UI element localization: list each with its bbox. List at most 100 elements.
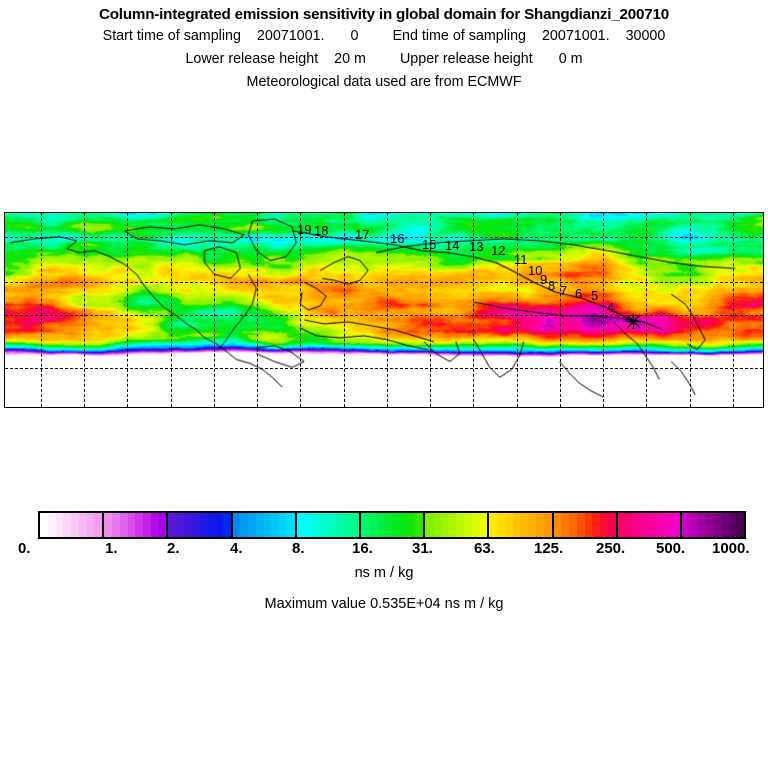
colorbar-band bbox=[71, 513, 79, 537]
colorbar-band bbox=[625, 513, 634, 537]
colorbar-band bbox=[399, 513, 408, 537]
end-time-value: 30000 bbox=[625, 28, 666, 44]
colorbar-tick: 0. bbox=[18, 540, 31, 557]
colorbar-band bbox=[464, 513, 472, 537]
trajectory-hour-label: 14 bbox=[445, 238, 460, 253]
end-time-label: End time of sampling bbox=[392, 28, 526, 44]
colorbar-band bbox=[232, 513, 241, 537]
colorbar-band bbox=[415, 513, 424, 537]
colorbar-segment bbox=[425, 513, 490, 537]
colorbar-band bbox=[553, 513, 562, 537]
maximum-value-label: Maximum value 0.535E+04 ns m / kg bbox=[264, 596, 504, 612]
gridline-horizontal bbox=[5, 237, 763, 238]
colorbar-band bbox=[705, 513, 713, 537]
colorbar-band bbox=[63, 513, 72, 537]
trajectory-hour-label: 19 bbox=[297, 222, 312, 237]
colorbar-segment bbox=[168, 513, 233, 537]
colorbar-segment bbox=[40, 513, 105, 537]
trajectory-hour-label: 4 bbox=[607, 300, 615, 315]
map-plot-panel[interactable]: 19 18 17 16 15 14 13 12 11 10 9 8 7 6 5 4 bbox=[4, 212, 764, 408]
colorbar-band bbox=[689, 513, 698, 537]
colorbar-unit-label: ns m / kg bbox=[354, 565, 414, 581]
gridline-vertical bbox=[41, 213, 42, 407]
colorbar-band bbox=[407, 513, 416, 537]
colorbar-band bbox=[255, 513, 264, 537]
colorbar-band bbox=[304, 513, 313, 537]
colorbar-band bbox=[143, 513, 151, 537]
colorbar-band bbox=[520, 513, 529, 537]
trajectory-hour-label: 11 bbox=[514, 252, 528, 267]
gridline-vertical bbox=[214, 213, 215, 407]
gridline-vertical bbox=[690, 213, 691, 407]
colorbar-band bbox=[561, 513, 570, 537]
colorbar-band bbox=[641, 513, 649, 537]
colorbar-tick: 250. bbox=[596, 540, 626, 557]
colorbar-band bbox=[600, 513, 608, 537]
colorbar-band bbox=[425, 513, 433, 537]
trajectory-hour-label: 13 bbox=[469, 239, 484, 254]
colorbar-tick: 8. bbox=[292, 540, 305, 557]
colorbar-band bbox=[271, 513, 280, 537]
colorbar-band bbox=[504, 513, 513, 537]
gridline-vertical bbox=[473, 213, 474, 407]
colorbar-band bbox=[360, 513, 369, 537]
trajectory-hour-label: 12 bbox=[491, 243, 506, 258]
colorbar-band bbox=[536, 513, 544, 537]
trajectory-hour-label: 10 bbox=[528, 263, 543, 278]
colorbar-segment bbox=[617, 513, 682, 537]
gridline-vertical bbox=[171, 213, 172, 407]
colorbar-tick: 4. bbox=[230, 540, 243, 557]
start-time-label: Start time of sampling bbox=[102, 28, 241, 44]
colorbar-band bbox=[736, 513, 745, 537]
colorbar-segment bbox=[553, 513, 618, 537]
gridline-vertical bbox=[257, 213, 258, 407]
colorbar-segment bbox=[489, 513, 554, 537]
gridline-vertical bbox=[560, 213, 561, 407]
colorbar-band bbox=[584, 513, 593, 537]
gridline-horizontal bbox=[5, 315, 763, 316]
colorbar-band bbox=[320, 513, 328, 537]
colorbar-band bbox=[440, 513, 449, 537]
trajectory-hour-label: 5 bbox=[591, 288, 599, 303]
gridline-vertical bbox=[430, 213, 431, 407]
colorbar-band bbox=[279, 513, 288, 537]
colorbar-band bbox=[681, 513, 690, 537]
colorbar-band bbox=[119, 513, 128, 537]
colorbar-band bbox=[296, 513, 305, 537]
colorbar-band bbox=[135, 513, 144, 537]
colorbar-band bbox=[183, 513, 192, 537]
colorbar-band bbox=[191, 513, 200, 537]
gridline-vertical bbox=[127, 213, 128, 407]
colorbar-band bbox=[713, 513, 721, 537]
gridline-vertical bbox=[733, 213, 734, 407]
colorbar-segment bbox=[681, 513, 745, 537]
end-date-value: 20071001. bbox=[541, 28, 610, 44]
colorbar-band bbox=[489, 513, 498, 537]
gridline-vertical bbox=[603, 213, 604, 407]
emission-sensitivity-heatmap bbox=[5, 213, 763, 407]
trajectory-hour-label: 17 bbox=[355, 227, 370, 242]
trajectory-hour-label: 9 bbox=[540, 272, 548, 287]
colorbar-band bbox=[448, 513, 457, 537]
colorbar-tick: 1. bbox=[105, 540, 118, 557]
lower-release-height-label: Lower release height bbox=[185, 51, 319, 67]
colorbar-band bbox=[78, 513, 87, 537]
colorbar-band bbox=[512, 513, 521, 537]
colorbar-band bbox=[384, 513, 393, 537]
colorbar-band bbox=[569, 513, 577, 537]
gridline-vertical bbox=[387, 213, 388, 407]
colorbar-band bbox=[343, 513, 352, 537]
colorbar-band bbox=[40, 513, 48, 537]
trajectory-hour-label: 16 bbox=[390, 231, 405, 246]
colorbar-band bbox=[327, 513, 336, 537]
colorbar-band bbox=[104, 513, 112, 537]
colorbar-band bbox=[222, 513, 231, 537]
page-title: Column-integrated emission sensitivity i… bbox=[98, 6, 670, 23]
colorbar-band bbox=[528, 513, 536, 537]
colorbar-segment bbox=[232, 513, 297, 537]
colorbar-band bbox=[111, 513, 120, 537]
colorbar-segment bbox=[360, 513, 426, 537]
colorbar-band bbox=[207, 513, 216, 537]
colorbar-band bbox=[215, 513, 223, 537]
colorbar-band bbox=[287, 513, 295, 537]
